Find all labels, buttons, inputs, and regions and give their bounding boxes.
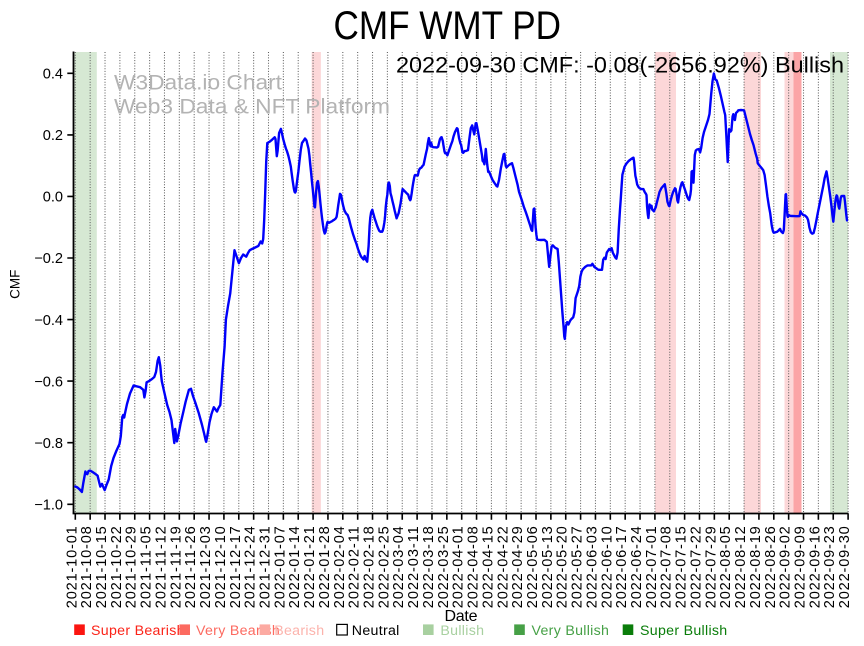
svg-text:2022-09-02: 2022-09-02 xyxy=(778,526,794,608)
svg-text:2022-05-20: 2022-05-20 xyxy=(555,526,571,608)
svg-text:2021-11-05: 2021-11-05 xyxy=(139,526,155,608)
svg-text:2021-12-10: 2021-12-10 xyxy=(213,526,229,608)
svg-text:2021-11-12: 2021-11-12 xyxy=(153,526,169,608)
svg-text:Web3 Data & NFT Platform: Web3 Data & NFT Platform xyxy=(114,95,390,119)
svg-text:2022-08-26: 2022-08-26 xyxy=(763,526,779,608)
svg-text:2022-01-28: 2022-01-28 xyxy=(317,526,333,608)
svg-text:Neutral: Neutral xyxy=(352,623,400,639)
svg-text:2022-08-12: 2022-08-12 xyxy=(733,526,749,608)
svg-text:2022-06-10: 2022-06-10 xyxy=(599,526,615,608)
svg-text:CMF: CMF xyxy=(8,270,23,299)
svg-text:2021-10-22: 2021-10-22 xyxy=(109,526,125,608)
svg-text:Date: Date xyxy=(445,608,478,625)
svg-text:W3Data.io Chart: W3Data.io Chart xyxy=(114,71,282,95)
svg-text:2022-09-30 CMF: -0.08(-2656.92: 2022-09-30 CMF: -0.08(-2656.92%) Bullish xyxy=(396,53,844,78)
svg-text:2021-10-29: 2021-10-29 xyxy=(124,526,140,608)
svg-text:2022-03-04: 2022-03-04 xyxy=(391,526,407,608)
svg-text:2022-07-08: 2022-07-08 xyxy=(659,526,675,608)
svg-text:2022-01-21: 2022-01-21 xyxy=(302,526,318,608)
svg-text:2022-05-27: 2022-05-27 xyxy=(570,526,586,608)
svg-text:0.0: 0.0 xyxy=(43,190,63,206)
svg-text:Bearish: Bearish xyxy=(274,623,324,639)
svg-text:2021-10-08: 2021-10-08 xyxy=(79,526,95,608)
svg-text:2022-03-11: 2022-03-11 xyxy=(406,526,422,608)
svg-text:2022-02-11: 2022-02-11 xyxy=(347,526,363,608)
svg-text:2022-03-18: 2022-03-18 xyxy=(421,526,437,608)
svg-text:−0.6: −0.6 xyxy=(34,374,63,390)
svg-text:CMF WMT PD: CMF WMT PD xyxy=(334,4,562,48)
svg-text:2021-12-03: 2021-12-03 xyxy=(198,526,214,608)
svg-text:2022-06-24: 2022-06-24 xyxy=(629,526,645,608)
svg-text:2022-04-01: 2022-04-01 xyxy=(451,526,467,608)
svg-text:−0.4: −0.4 xyxy=(34,313,63,329)
svg-text:2021-11-19: 2021-11-19 xyxy=(168,526,184,608)
svg-text:Bullish: Bullish xyxy=(440,623,484,639)
svg-text:2022-07-29: 2022-07-29 xyxy=(703,526,719,608)
svg-text:2021-12-17: 2021-12-17 xyxy=(228,526,244,608)
svg-text:Super Bearish: Super Bearish xyxy=(91,623,185,639)
svg-text:2021-11-26: 2021-11-26 xyxy=(183,526,199,608)
svg-text:2022-01-14: 2022-01-14 xyxy=(287,526,303,608)
svg-text:2022-02-18: 2022-02-18 xyxy=(362,526,378,608)
svg-text:2022-08-19: 2022-08-19 xyxy=(748,526,764,608)
svg-text:2022-06-03: 2022-06-03 xyxy=(584,526,600,608)
svg-text:2021-10-15: 2021-10-15 xyxy=(94,526,110,608)
svg-text:−0.2: −0.2 xyxy=(34,251,63,267)
svg-text:2022-09-30: 2022-09-30 xyxy=(837,526,853,608)
svg-text:−1.0: −1.0 xyxy=(34,498,63,514)
svg-text:Super Bullish: Super Bullish xyxy=(640,623,728,639)
svg-text:2022-09-23: 2022-09-23 xyxy=(822,526,838,608)
svg-text:2022-07-15: 2022-07-15 xyxy=(674,526,690,608)
svg-text:2022-08-05: 2022-08-05 xyxy=(718,526,734,608)
svg-text:2022-05-06: 2022-05-06 xyxy=(525,526,541,608)
svg-text:Very Bullish: Very Bullish xyxy=(532,623,610,639)
svg-text:2022-09-16: 2022-09-16 xyxy=(807,526,823,608)
svg-text:−0.8: −0.8 xyxy=(34,436,63,452)
svg-text:2022-09-09: 2022-09-09 xyxy=(793,526,809,608)
svg-text:2022-04-29: 2022-04-29 xyxy=(510,526,526,608)
svg-text:2022-04-15: 2022-04-15 xyxy=(480,526,496,608)
svg-text:2022-03-25: 2022-03-25 xyxy=(436,526,452,608)
svg-text:2022-07-22: 2022-07-22 xyxy=(688,526,704,608)
svg-text:2021-12-31: 2021-12-31 xyxy=(258,526,274,608)
svg-text:2022-05-13: 2022-05-13 xyxy=(540,526,556,608)
svg-text:2022-02-25: 2022-02-25 xyxy=(376,526,392,608)
svg-text:2021-10-01: 2021-10-01 xyxy=(64,526,80,608)
svg-text:0.4: 0.4 xyxy=(43,67,63,83)
svg-text:2022-04-22: 2022-04-22 xyxy=(495,526,511,608)
svg-text:Very Bearish: Very Bearish xyxy=(196,623,280,639)
svg-text:0.2: 0.2 xyxy=(43,128,63,144)
svg-text:2021-12-24: 2021-12-24 xyxy=(243,526,259,608)
svg-text:2022-01-07: 2022-01-07 xyxy=(272,526,288,608)
svg-text:2022-06-17: 2022-06-17 xyxy=(614,526,630,608)
svg-text:2022-02-04: 2022-02-04 xyxy=(332,526,348,608)
svg-text:2022-07-01: 2022-07-01 xyxy=(644,526,660,608)
svg-text:2022-04-08: 2022-04-08 xyxy=(466,526,482,608)
